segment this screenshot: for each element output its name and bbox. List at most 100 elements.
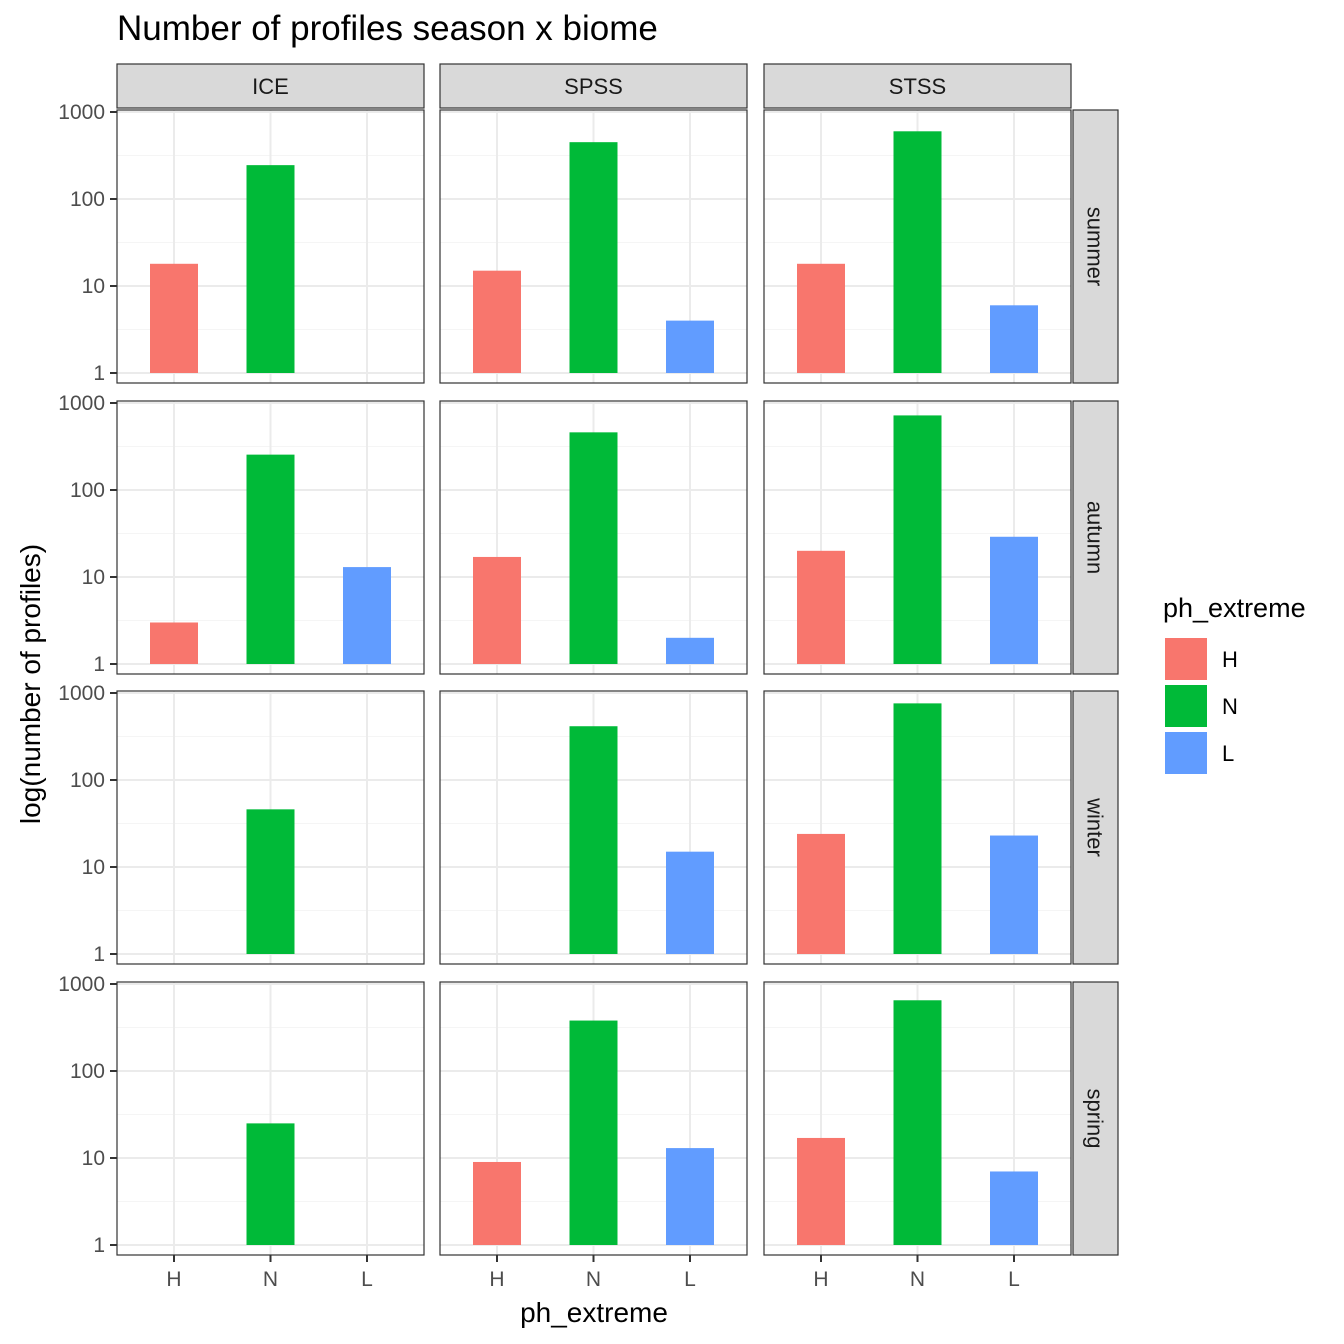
bar-H	[150, 263, 198, 373]
x-tick-label: N	[586, 1268, 601, 1291]
x-tick-label: H	[489, 1268, 504, 1291]
bar-L	[990, 835, 1038, 954]
column-strip-stss	[763, 63, 1072, 109]
legend-label: N	[1222, 694, 1238, 719]
panel-winter-ice	[116, 690, 425, 965]
column-strip-ice	[116, 63, 425, 109]
y-tick-label: 1	[93, 1234, 105, 1257]
panel-spring-spss	[439, 981, 748, 1256]
bar-N	[569, 142, 618, 373]
panel-spring-stss	[763, 981, 1072, 1256]
bar-N	[246, 1123, 295, 1245]
panel-border	[763, 400, 1072, 675]
column-strip-spss	[439, 63, 748, 109]
panel-border	[116, 109, 425, 384]
bar-N	[893, 703, 942, 954]
column-strip-label: ICE	[252, 74, 289, 99]
bar-H	[473, 270, 521, 373]
bar-H	[797, 550, 845, 664]
bar-N	[246, 165, 295, 373]
panel-winter-spss	[439, 690, 748, 965]
bar-H	[797, 833, 845, 954]
y-tick-label: 1	[93, 943, 105, 966]
y-tick-label: 100	[70, 1060, 105, 1083]
panel-border	[439, 400, 748, 675]
y-tick-label: 10	[82, 275, 105, 298]
panel-border	[763, 109, 1072, 384]
y-tick-label: 10	[82, 1147, 105, 1170]
panel-border	[116, 400, 425, 675]
panel-summer-ice	[116, 109, 425, 384]
bar-L	[990, 1171, 1038, 1245]
x-tick-label: N	[910, 1268, 925, 1291]
legend-swatch-L	[1165, 732, 1207, 774]
row-strip-label: spring	[1083, 1089, 1108, 1149]
x-tick-label: L	[684, 1268, 696, 1291]
bar-L	[343, 567, 391, 664]
row-strip-spring	[1072, 981, 1119, 1256]
bar-L	[990, 305, 1038, 373]
x-tick-label: L	[361, 1268, 373, 1291]
x-tick-label: H	[166, 1268, 181, 1291]
chart-title: Number of profiles season x biome	[117, 9, 658, 48]
panel-border	[116, 690, 425, 965]
legend-label: H	[1222, 647, 1238, 672]
legend-label: L	[1222, 741, 1234, 766]
row-strip-autumn	[1072, 400, 1119, 675]
y-tick-label: 10	[82, 856, 105, 879]
y-tick-label: 1000	[58, 101, 105, 124]
panel-summer-stss	[763, 109, 1072, 384]
y-tick-label: 1000	[58, 392, 105, 415]
row-strip-summer	[1072, 109, 1119, 384]
bar-N	[569, 1020, 618, 1245]
y-tick-label: 100	[70, 188, 105, 211]
panel-autumn-stss	[763, 400, 1072, 675]
bar-N	[246, 809, 295, 954]
legend-swatch-N	[1165, 685, 1207, 727]
bar-H	[797, 1137, 845, 1245]
y-tick-label: 1	[93, 362, 105, 385]
row-strip-label: summer	[1083, 207, 1108, 286]
bar-H	[473, 1161, 521, 1245]
bar-H	[150, 622, 198, 664]
bar-H	[797, 263, 845, 373]
bar-L	[666, 851, 714, 954]
y-tick-label: 1000	[58, 682, 105, 705]
bar-N	[893, 415, 942, 664]
x-tick-label: L	[1008, 1268, 1020, 1291]
bar-N	[893, 1000, 942, 1245]
bar-H	[473, 556, 521, 664]
panel-border	[439, 109, 748, 384]
panel-autumn-spss	[439, 400, 748, 675]
x-tick-label: N	[263, 1268, 278, 1291]
bar-L	[990, 536, 1038, 664]
x-axis-title: ph_extreme	[520, 1297, 668, 1328]
panel-border	[439, 690, 748, 965]
y-tick-label: 100	[70, 479, 105, 502]
panel-autumn-ice	[116, 400, 425, 675]
bar-L	[666, 320, 714, 373]
row-strip-winter	[1072, 690, 1119, 965]
column-strip-label: STSS	[889, 74, 946, 99]
y-tick-label: 100	[70, 769, 105, 792]
column-strip-label: SPSS	[564, 74, 623, 99]
panel-winter-stss	[763, 690, 1072, 965]
x-tick-label: H	[813, 1268, 828, 1291]
row-strip-label: winter	[1083, 797, 1108, 857]
bar-L	[666, 1148, 714, 1245]
legend-swatch-H	[1165, 638, 1207, 680]
y-tick-label: 1	[93, 653, 105, 676]
legend-title: ph_extreme	[1163, 593, 1306, 623]
bar-N	[893, 131, 942, 373]
y-axis-title: log(number of profiles)	[15, 544, 46, 824]
panel-summer-spss	[439, 109, 748, 384]
bar-L	[666, 637, 714, 664]
bar-N	[246, 454, 295, 664]
panel-spring-ice	[116, 981, 425, 1256]
legend: ph_extreme HNL	[1163, 593, 1306, 774]
bar-N	[569, 726, 618, 954]
bar-N	[569, 432, 618, 664]
y-tick-label: 1000	[58, 973, 105, 996]
y-tick-label: 10	[82, 566, 105, 589]
